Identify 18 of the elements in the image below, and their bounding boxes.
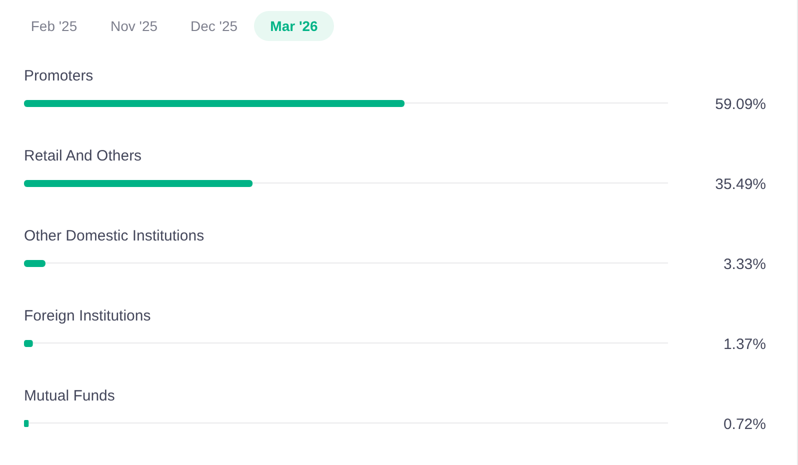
bar: [24, 420, 29, 427]
y-tick-label: Other Domestic Institutions: [24, 227, 204, 244]
data-label: 35.49%: [715, 176, 766, 193]
data-label: 0.72%: [723, 416, 766, 433]
bar: [24, 180, 253, 187]
period-tab[interactable]: Mar '26: [254, 11, 334, 41]
y-tick-label: Retail And Others: [24, 147, 142, 164]
bar: [24, 260, 46, 267]
data-label: 3.33%: [723, 256, 766, 273]
y-tick-label: Promoters: [24, 67, 94, 84]
period-tab[interactable]: Dec '25: [174, 11, 254, 41]
period-tab[interactable]: Nov '25: [94, 11, 174, 41]
data-label: 1.37%: [723, 336, 766, 353]
y-tick-label: Mutual Funds: [24, 387, 115, 404]
period-tab[interactable]: Feb '25: [14, 11, 94, 41]
data-label: 59.09%: [715, 96, 766, 113]
bar: [24, 100, 405, 107]
y-tick-label: Foreign Institutions: [24, 307, 151, 324]
